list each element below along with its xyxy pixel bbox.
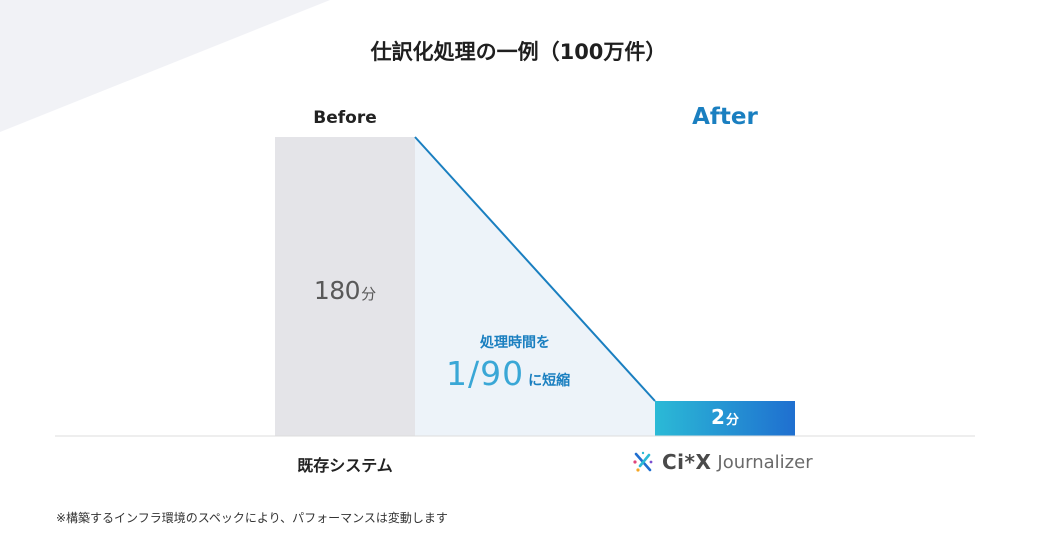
logo-brand-text: Ci*X bbox=[662, 450, 712, 474]
footnote: ※構築するインフラ環境のスペックにより、パフォーマンスは変動します bbox=[56, 511, 448, 525]
annotation-line1: 処理時間を bbox=[480, 335, 550, 351]
chart-title: 仕訳化処理の一例（100万件） bbox=[370, 40, 667, 64]
category-label-before: 既存システム bbox=[297, 456, 393, 475]
value-after-number: 2 bbox=[711, 405, 725, 429]
bar-before bbox=[275, 137, 415, 436]
logo-product-text: Journalizer bbox=[717, 451, 813, 473]
annotation-ratio: 1/90 bbox=[446, 354, 525, 393]
value-label-after: 2分 bbox=[655, 405, 795, 429]
cix-logo-icon bbox=[633, 451, 653, 472]
category-label-after: Ci*X Journalizer bbox=[632, 450, 813, 474]
reduction-area bbox=[415, 137, 655, 436]
reduction-line bbox=[414, 136, 656, 402]
value-label-before: 180分 bbox=[275, 276, 415, 305]
label-before: Before bbox=[313, 108, 377, 128]
value-before-unit: 分 bbox=[361, 285, 377, 303]
annotation-line2: 1/90 に短縮 bbox=[446, 354, 570, 393]
value-before-number: 180 bbox=[313, 276, 361, 305]
bar-after bbox=[655, 401, 795, 436]
value-after-unit: 分 bbox=[725, 413, 739, 428]
label-after: After bbox=[692, 104, 758, 130]
annotation-suffix: に短縮 bbox=[528, 373, 571, 389]
